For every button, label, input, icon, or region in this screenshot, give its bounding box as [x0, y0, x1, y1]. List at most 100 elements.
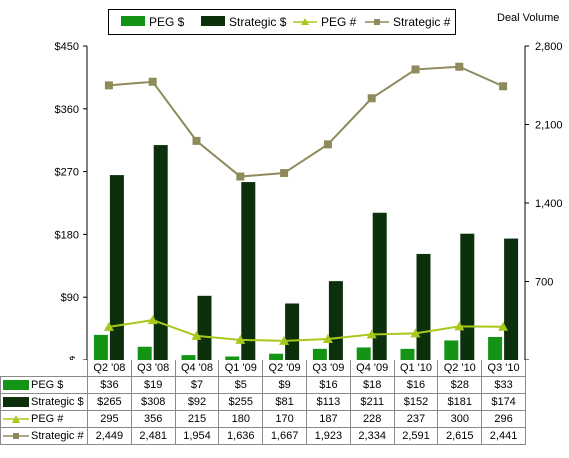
- table-cell: 2,441: [481, 427, 526, 445]
- left-tick-label: $90: [61, 292, 79, 304]
- table-cell: 296: [481, 410, 526, 428]
- marker-strategic-count: [455, 62, 464, 71]
- bar-strategic-dollar: [372, 212, 387, 360]
- table-cell: $33: [481, 376, 526, 394]
- marker-peg-count: [147, 315, 158, 325]
- table-cell: 2,481: [130, 427, 176, 445]
- marker-peg-count: [235, 334, 246, 344]
- table-row: PEG #295 356 215 180 170 187 228 237 300 296: [0, 410, 526, 428]
- row-header: PEG #: [0, 410, 88, 428]
- table-cell: 215: [174, 410, 220, 428]
- left-tick-label: $270: [55, 167, 79, 179]
- legend-swatch-peg-count: [293, 18, 317, 25]
- bar-strategic-dollar: [197, 295, 212, 360]
- right-tick-label: -: [535, 355, 539, 360]
- category-label: Q1 '10: [393, 360, 439, 377]
- table-row: Strategic $ $265 $308 $92 $255 $81 $113 $211 $15…: [0, 393, 526, 411]
- row-legend-key: [3, 433, 29, 439]
- table-cell: $16: [305, 376, 351, 394]
- marker-peg-count: [322, 334, 333, 344]
- table-cell: 356: [130, 410, 176, 428]
- table-cell: $152: [393, 393, 439, 411]
- table-cell: $308: [130, 393, 176, 411]
- table-cell: 1,667: [262, 427, 307, 445]
- bar-strategic-dollar: [504, 238, 519, 360]
- left-tick-label: $360: [55, 104, 79, 116]
- axes: [83, 45, 529, 360]
- legend-label-peg-count: PEG #: [321, 15, 357, 29]
- row-header: PEG $: [0, 376, 88, 394]
- marker-peg-count: [279, 335, 290, 345]
- bar-strategic-dollar: [460, 233, 475, 360]
- legend-swatch-strategic-count: [365, 19, 389, 25]
- chart: $- $90 $180 $270 $360 $450 - 700 1,400 2,100 2,800: [55, 41, 563, 360]
- category-label: Q4 '08: [174, 360, 220, 377]
- table-cell: 1,636: [218, 427, 264, 445]
- table-cell: 180: [218, 410, 264, 428]
- bar-peg-dollar: [269, 353, 284, 360]
- table-row: Strategic #2,449 2,481 1,954 1,636 1,667 1,92…: [0, 427, 526, 445]
- right-tick-label: 2,100: [535, 120, 563, 132]
- table-cell: 228: [349, 410, 395, 428]
- bar-peg-dollar: [312, 348, 327, 360]
- marker-strategic-count: [236, 172, 245, 181]
- table-row: PEG $ $36 $19 $7 $5 $9 $16 $18 $16 $28 $33: [0, 376, 526, 394]
- table-cell: $18: [349, 376, 395, 394]
- bar-peg-dollar: [400, 348, 415, 360]
- marker-peg-count: [366, 329, 377, 339]
- bar-peg-dollar: [93, 334, 108, 360]
- row-header: Strategic $: [0, 393, 88, 411]
- legend-item-strategic-count: Strategic #: [365, 15, 450, 29]
- table-cell: 1,923: [305, 427, 351, 445]
- bar-strategic-dollar: [153, 145, 168, 360]
- bar-strategic-dollar: [241, 182, 256, 360]
- legend-label-peg-dollar: PEG $: [149, 15, 185, 29]
- line-strategic-count: [108, 65, 504, 178]
- legend-item-peg-dollar: PEG $: [121, 15, 184, 29]
- table-cell: 295: [87, 410, 132, 428]
- table-cell: 300: [437, 410, 483, 428]
- legend-swatch-strategic-dollar: [201, 16, 225, 26]
- table-cell: 237: [393, 410, 439, 428]
- bar-peg-dollar: [137, 346, 152, 360]
- category-label: Q4 '09: [349, 360, 395, 377]
- row-header: Strategic #: [0, 427, 88, 445]
- left-tick-label: $-: [69, 355, 79, 360]
- right-tick-label: 2,800: [535, 41, 563, 53]
- category-label: Q3 '10: [481, 360, 526, 377]
- table-cell: $16: [393, 376, 439, 394]
- left-tick-label: $450: [55, 41, 79, 53]
- line-peg-count: [108, 319, 504, 342]
- table-cell: 187: [305, 410, 351, 428]
- table-cell: $113: [305, 393, 351, 411]
- tick-labels: $- $90 $180 $270 $360 $450 - 700 1,400 2,100 2,800: [55, 41, 563, 360]
- right-tick-label: 1,400: [535, 198, 563, 210]
- row-legend-key: [3, 415, 29, 423]
- table-cell: 170: [262, 410, 307, 428]
- bar-strategic-dollar: [109, 175, 124, 360]
- table-cell: $36: [87, 376, 132, 394]
- right-axis-title: Deal Volume: [497, 12, 560, 24]
- bar-peg-dollar: [181, 355, 196, 360]
- marker-strategic-count: [367, 94, 376, 103]
- legend-swatch-peg-dollar: [121, 16, 145, 26]
- legend-label-strategic-count: Strategic #: [393, 15, 451, 29]
- table-cell: 2,591: [393, 427, 439, 445]
- table-corner: [0, 360, 88, 377]
- legend: PEG $ Strategic $ PEG # Strategic #: [108, 9, 456, 35]
- row-legend-key: [3, 380, 29, 390]
- marker-peg-count: [410, 328, 421, 338]
- marker-peg-count: [498, 321, 509, 331]
- table-cell: 2,615: [437, 427, 483, 445]
- right-tick-label: 700: [535, 277, 553, 289]
- table-cell: $181: [437, 393, 483, 411]
- data-table: Q2 '08 Q3 '08 Q4 '08 Q1 '09 Q2 '09 Q3 '09 Q4 '…: [0, 360, 526, 445]
- table-cell: 1,954: [174, 427, 220, 445]
- table-cell: $265: [87, 393, 132, 411]
- bar-strategic-dollar: [416, 253, 431, 360]
- lines: [103, 62, 509, 345]
- bar-peg-dollar: [225, 356, 240, 360]
- row-key-marker: [12, 415, 20, 423]
- table-cell: 2,449: [87, 427, 132, 445]
- category-label: Q2 '09: [262, 360, 307, 377]
